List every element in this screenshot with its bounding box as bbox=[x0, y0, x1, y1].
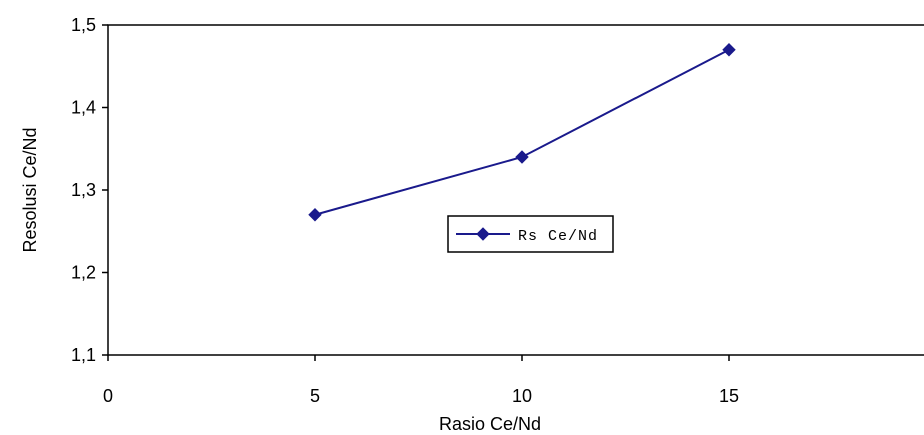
plot-border bbox=[107, 24, 924, 356]
data-point bbox=[308, 208, 322, 222]
data-point bbox=[515, 150, 529, 164]
y-tick-label: 1,5 bbox=[71, 15, 96, 35]
legend-label: Rs Ce/Nd bbox=[518, 228, 598, 245]
legend-marker bbox=[476, 227, 490, 241]
x-tick-label: 15 bbox=[719, 386, 739, 406]
plot-area bbox=[107, 24, 924, 356]
series-layer bbox=[308, 43, 736, 222]
legend-box bbox=[447, 215, 614, 253]
y-axis-title: Resolusi Ce/Nd bbox=[20, 127, 40, 252]
legend: Rs Ce/Nd bbox=[447, 215, 614, 253]
data-point bbox=[722, 43, 736, 57]
x-tick-label: 0 bbox=[103, 386, 113, 406]
y-tick-label: 1,1 bbox=[71, 345, 96, 365]
y-tick-label: 1,3 bbox=[71, 180, 96, 200]
x-tick-label: 10 bbox=[512, 386, 532, 406]
x-axis: 0 5 10 15 bbox=[103, 355, 739, 406]
x-tick-label: 5 bbox=[310, 386, 320, 406]
x-axis-title: Rasio Ce/Nd bbox=[439, 414, 541, 434]
y-tick-label: 1,4 bbox=[71, 98, 96, 118]
y-tick-label: 1,2 bbox=[71, 263, 96, 283]
series-line bbox=[314, 48, 730, 216]
y-axis: 1,1 1,2 1,3 1,4 1,5 bbox=[71, 15, 108, 365]
